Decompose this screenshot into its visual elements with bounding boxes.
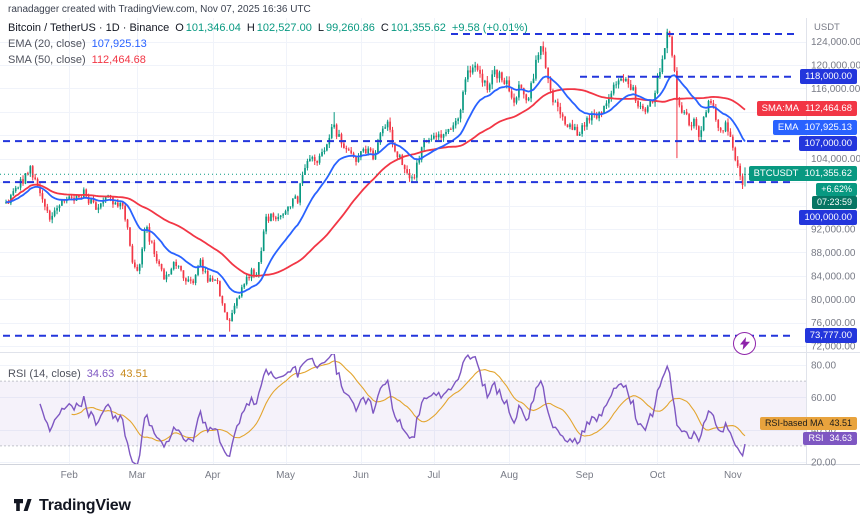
rsi-legend-label: RSI (14, close) bbox=[8, 368, 81, 380]
rsi-axis-label: 80.00 bbox=[811, 361, 836, 372]
month-label: Oct bbox=[650, 470, 666, 481]
percent-change-badge: +6.62% bbox=[816, 182, 857, 196]
month-label: Aug bbox=[500, 470, 518, 481]
rsi-ma-badge-label: RSI-based MA bbox=[764, 418, 824, 428]
rsi-ma-line bbox=[71, 360, 746, 442]
price-axis-label: 84,000.00 bbox=[811, 271, 856, 282]
rsi-axis-label: 20.00 bbox=[811, 458, 836, 469]
price-axis-label: 76,000.00 bbox=[811, 318, 856, 329]
symbol-title[interactable]: Bitcoin / TetherUS · 1D · Binance bbox=[8, 22, 170, 34]
price-badge-symbol: BTCUSDT bbox=[753, 168, 799, 180]
ema-20-line bbox=[5, 74, 746, 294]
open-label: O bbox=[175, 22, 184, 34]
month-label: Jun bbox=[353, 470, 369, 481]
rsi-axis-label: 60.00 bbox=[811, 393, 836, 404]
month-label: Nov bbox=[724, 470, 742, 481]
level-badge-100000: 100,000.00 bbox=[799, 210, 857, 226]
sma-legend-label[interactable]: SMA (50, close) bbox=[8, 54, 86, 66]
last-price-badge: BTCUSDT 101,355.62 bbox=[748, 166, 857, 182]
rsi-axis-label: 40.00 bbox=[811, 425, 836, 436]
lightning-icon bbox=[739, 337, 750, 350]
sma-legend-value: 112,464.68 bbox=[91, 54, 146, 66]
price-axis-label: 88,000.00 bbox=[811, 248, 856, 259]
ema-axis-badge: EMA 107,925.13 bbox=[772, 119, 857, 135]
price-axis-label: 72,000.00 bbox=[811, 342, 856, 353]
currency-label: USDT bbox=[814, 22, 840, 33]
rsi-axis-badge: RSI 34.63 bbox=[803, 432, 857, 446]
month-label: Jul bbox=[427, 470, 440, 481]
month-label: Feb bbox=[61, 470, 79, 481]
rsi-ma-axis-badge: RSI-based MA 43.51 bbox=[759, 417, 857, 430]
bolt-button[interactable] bbox=[733, 332, 756, 355]
high-label: H bbox=[246, 22, 255, 34]
ema-legend-label[interactable]: EMA (20, close) bbox=[8, 38, 86, 50]
price-badge-value: 101,355.62 bbox=[804, 168, 852, 180]
close-label: C bbox=[380, 22, 389, 34]
rsi-line bbox=[39, 354, 746, 464]
level-badge-118000: 118,000.00 bbox=[800, 68, 857, 84]
high-value: 102,527.00 bbox=[256, 22, 312, 34]
brand-name[interactable]: TradingView bbox=[39, 497, 131, 514]
price-axis-label: 80,000.00 bbox=[811, 295, 856, 306]
open-value: 101,346.04 bbox=[185, 22, 241, 34]
sma-badge-value: 112,464.68 bbox=[805, 103, 852, 115]
month-label: Sep bbox=[576, 470, 594, 481]
price-axis-label: 116,000.00 bbox=[811, 84, 860, 95]
rsi-ma-legend-value: 43.51 bbox=[120, 368, 148, 380]
tradingview-logo[interactable] bbox=[13, 498, 32, 515]
ema-legend-value: 107,925.13 bbox=[91, 38, 147, 50]
level-badge-73777: 73,777.00 bbox=[804, 327, 857, 343]
low-label: L bbox=[317, 22, 324, 34]
month-label: Mar bbox=[129, 470, 147, 481]
month-label: May bbox=[276, 470, 295, 481]
price-axis-label: 92,000.00 bbox=[811, 225, 856, 236]
rsi-ma-badge-value: 43.51 bbox=[829, 418, 852, 428]
ema-badge-label: EMA bbox=[777, 121, 799, 133]
ema-badge-value: 107,925.13 bbox=[804, 121, 852, 133]
price-axis-label: 124,000.00 bbox=[811, 37, 860, 48]
change-value: +9.58 (+0.01%) bbox=[451, 22, 528, 34]
close-value: 101,355.62 bbox=[390, 22, 446, 34]
ohlc-values: O 101,346.04 H 102,527.00 L 99,260.86 C 101,… bbox=[175, 20, 528, 36]
chart-area[interactable]: USDT 124,000.00 120,000.00 116,000.00 104,00… bbox=[0, 18, 860, 487]
price-axis-label: 120,000.00 bbox=[811, 61, 860, 72]
sma-axis-badge: SMA:MA 112,464.68 bbox=[756, 101, 857, 117]
price-axis-label: 104,000.00 bbox=[811, 154, 860, 165]
footer-bar: TradingView bbox=[0, 487, 860, 525]
low-value: 99,260.86 bbox=[325, 22, 375, 34]
level-badge-107000: 107,000.00 bbox=[799, 136, 857, 152]
rsi-badge-label: RSI bbox=[808, 433, 824, 444]
sma-badge-label: SMA:MA bbox=[761, 103, 800, 115]
rsi-badge-value: 34.63 bbox=[829, 433, 852, 444]
symbol-legend: Bitcoin / TetherUS · 1D · Binance O 101,3… bbox=[8, 20, 528, 68]
rsi-legend-value: 34.63 bbox=[86, 368, 115, 380]
rsi-band bbox=[0, 381, 806, 446]
bar-countdown-badge: 07:23:59 bbox=[811, 196, 857, 210]
month-label: Apr bbox=[205, 470, 221, 481]
candles bbox=[5, 28, 746, 332]
price-chart-canvas[interactable]: USDT 124,000.00 120,000.00 116,000.00 104,00… bbox=[0, 18, 860, 487]
rsi-legend[interactable]: RSI (14, close) 34.63 43.51 bbox=[8, 368, 148, 380]
attribution-text: ranadagger created with TradingView.com,… bbox=[8, 4, 311, 15]
